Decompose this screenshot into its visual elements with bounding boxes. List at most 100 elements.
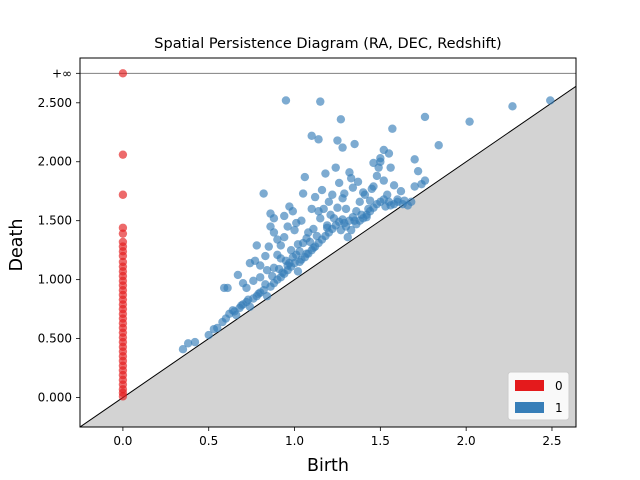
y-axis: 0.000 0.500 1.000 1.500 2.000 2.500 +∞ <box>38 66 80 405</box>
y-tick-label: 2.500 <box>38 96 72 110</box>
x-axis-label: Birth <box>307 456 349 476</box>
data-point-dim-1 <box>262 291 272 301</box>
data-point-dim-1 <box>317 185 327 195</box>
data-point-dim-1 <box>309 224 318 234</box>
data-point-dim-1 <box>331 163 340 172</box>
data-point-dim-1 <box>290 225 299 235</box>
data-point-dim-0 <box>118 392 128 401</box>
data-point-dim-1 <box>388 124 397 133</box>
data-point-dim-1 <box>314 135 323 144</box>
data-point-dim-1 <box>350 139 359 149</box>
data-point-dim-1 <box>383 190 392 199</box>
data-point-dim-1 <box>230 307 239 316</box>
x-tick-label: 2.0 <box>457 434 476 448</box>
data-point-dim-0 <box>118 251 128 261</box>
data-point-dim-1 <box>283 222 292 231</box>
data-point-dim-1 <box>309 243 318 253</box>
data-point-dim-1 <box>336 225 346 235</box>
data-point-dim-1 <box>266 209 275 218</box>
x-tick-label: 1.5 <box>371 434 390 448</box>
data-point-dim-1 <box>326 210 335 219</box>
data-point-dim-1 <box>353 177 363 186</box>
data-point-dim-1 <box>398 199 407 209</box>
data-point-dim-1 <box>384 197 394 207</box>
x-tick-label: 0.5 <box>199 434 218 448</box>
data-point-dim-1 <box>274 264 284 274</box>
data-point-dim-1 <box>360 190 370 199</box>
data-point-dim-1 <box>365 196 375 205</box>
data-point-dim-1 <box>321 169 330 178</box>
data-point-dim-1 <box>346 174 356 183</box>
data-point-dim-1 <box>340 189 349 198</box>
data-point-dim-1 <box>256 273 265 282</box>
data-point-dim-1 <box>300 172 310 182</box>
data-point-dim-0 <box>118 150 128 159</box>
data-point-dim-1 <box>333 203 342 212</box>
data-point-dim-1 <box>413 166 423 176</box>
data-point-dim-0 <box>118 190 128 199</box>
data-point-dim-1 <box>389 181 399 190</box>
data-point-dim-1 <box>281 256 291 265</box>
data-point-dim-1 <box>348 183 358 192</box>
data-point-dim-1 <box>312 231 322 241</box>
data-point-dim-1 <box>319 204 328 214</box>
data-point-dim-1 <box>316 214 325 223</box>
data-point-dim-1 <box>233 270 243 280</box>
data-point-dim-1 <box>316 97 325 106</box>
y-tick-label: 0.500 <box>38 332 72 346</box>
data-point-dim-1 <box>346 225 356 235</box>
y-tick-label: 2.000 <box>38 155 72 169</box>
data-point-dim-1 <box>355 197 364 207</box>
data-point-dim-1 <box>245 302 255 311</box>
data-point-dim-1 <box>434 141 443 150</box>
chart-title: Spatial Persistence Diagram (RA, DEC, Re… <box>154 36 501 52</box>
data-point-dim-0 <box>118 229 128 238</box>
data-point-dim-1 <box>261 280 270 289</box>
data-point-dim-1 <box>261 251 270 261</box>
data-point-dim-1 <box>350 216 359 225</box>
x-tick-label: 2.5 <box>542 434 561 448</box>
data-point-dim-1 <box>307 131 316 141</box>
data-point-dim-1 <box>280 211 289 221</box>
data-point-dim-1 <box>243 295 253 304</box>
data-point-dim-1 <box>379 176 388 185</box>
data-point-dim-1 <box>237 301 246 310</box>
y-tick-label: 1.000 <box>38 273 72 287</box>
data-point-dim-1 <box>254 289 263 298</box>
x-tick-label: 1.0 <box>285 434 304 448</box>
x-axis: 0.0 0.5 1.0 1.5 2.0 2.5 <box>113 427 562 448</box>
data-point-dim-1 <box>374 163 383 172</box>
data-point-dim-1 <box>386 163 395 172</box>
data-point-dim-1 <box>407 197 416 207</box>
data-point-dim-1 <box>343 232 352 242</box>
data-point-dim-1 <box>396 187 406 196</box>
data-point-dim-1 <box>307 204 316 214</box>
legend-label-1: 1 <box>555 401 563 415</box>
data-point-dim-0 <box>118 69 128 78</box>
legend: 0 1 <box>507 371 570 421</box>
data-point-dim-1 <box>336 115 346 124</box>
data-point-dim-1 <box>273 250 282 260</box>
data-point-dim-1 <box>280 232 289 242</box>
plot-area <box>80 69 576 427</box>
data-point-dim-1 <box>302 249 311 258</box>
data-point-dim-1 <box>190 337 200 347</box>
y-axis-label: Death <box>7 219 27 272</box>
data-point-dim-1 <box>252 241 261 250</box>
data-point-dim-1 <box>259 189 268 198</box>
data-point-dim-1 <box>546 96 555 105</box>
data-point-dim-1 <box>372 171 382 181</box>
data-point-dim-1 <box>293 267 303 276</box>
data-point-dim-1 <box>420 112 430 122</box>
data-point-dim-1 <box>276 241 286 250</box>
x-tick-label: 0.0 <box>113 434 132 448</box>
data-point-dim-1 <box>268 271 277 281</box>
data-point-dim-1 <box>298 238 308 248</box>
data-point-dim-1 <box>341 204 351 214</box>
infinity-tick-label: +∞ <box>52 66 72 80</box>
data-point-dim-1 <box>333 136 342 145</box>
data-point-dim-1 <box>264 242 273 251</box>
data-point-dim-1 <box>324 197 334 207</box>
data-point-dim-1 <box>281 96 291 105</box>
